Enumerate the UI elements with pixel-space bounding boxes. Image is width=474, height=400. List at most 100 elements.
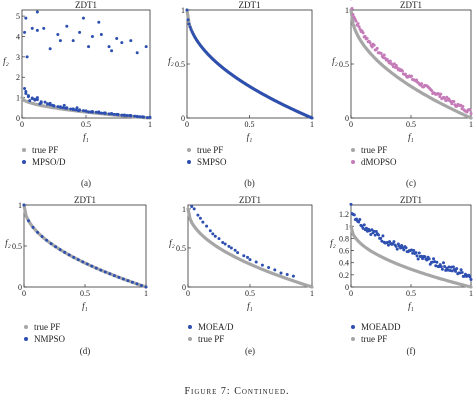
y-axis-label: f₂ xyxy=(332,56,338,66)
data-point xyxy=(370,228,374,232)
data-point xyxy=(120,113,124,117)
data-point xyxy=(229,246,233,250)
data-point xyxy=(90,34,94,38)
data-point xyxy=(67,253,71,257)
x-tick-label: 1 xyxy=(469,289,473,298)
data-point xyxy=(246,255,250,259)
data-point xyxy=(417,251,421,255)
data-point xyxy=(468,275,472,279)
y-tick-label: 0 xyxy=(181,114,185,123)
y-tick-label: 1 xyxy=(16,94,20,103)
data-point xyxy=(190,205,194,209)
data-point xyxy=(460,270,464,274)
figure-panels: ZDT1 0 0.5 1 0 1 2 3 4 5 f₁ f₂ true PF MPSO/D (a) ZDT1 0… xyxy=(3,0,473,356)
data-point xyxy=(135,282,139,286)
data-point xyxy=(447,265,451,269)
data-point xyxy=(25,55,29,59)
x-tick-label: 0 xyxy=(186,289,190,298)
legend-label: MPSO/D xyxy=(32,157,66,167)
data-point xyxy=(414,251,418,255)
y-tick-label: 0.4 xyxy=(339,259,349,268)
data-point xyxy=(404,246,408,250)
legend-marker xyxy=(22,160,26,164)
data-point xyxy=(386,243,390,247)
x-tick-label: 0.5 xyxy=(80,289,90,298)
data-point xyxy=(198,216,202,220)
plot-frame xyxy=(350,204,472,288)
data-point xyxy=(24,92,28,96)
data-point xyxy=(99,268,103,272)
data-point xyxy=(349,202,353,206)
data-point xyxy=(46,102,50,106)
y-tick-label: 0.5 xyxy=(175,60,185,69)
data-point xyxy=(364,226,368,230)
data-point xyxy=(439,92,443,96)
data-point xyxy=(144,45,148,49)
data-point xyxy=(125,114,129,118)
data-point xyxy=(425,258,429,262)
y-tick-label: 1 xyxy=(181,6,185,15)
data-point xyxy=(374,229,378,233)
data-point xyxy=(355,217,359,221)
y-tick-label: 0 xyxy=(18,283,22,292)
data-point xyxy=(469,111,473,115)
data-point xyxy=(380,239,384,243)
data-point xyxy=(117,275,121,279)
data-point xyxy=(279,271,283,275)
data-point xyxy=(81,109,85,113)
chart-panel: ZDT1 0 0.5 1 0 0.5 1 f₁ f₂ MOEA/D true PF (e) xyxy=(169,195,314,356)
data-point xyxy=(90,264,94,268)
data-point xyxy=(63,250,67,254)
y-axis-label: f₂ xyxy=(330,238,336,248)
y-tick-label: 1.2 xyxy=(339,210,349,219)
data-point xyxy=(188,25,192,29)
data-point xyxy=(396,242,400,246)
data-point xyxy=(97,20,101,24)
data-point xyxy=(267,265,271,269)
chart-panel: ZDT1 0 0.5 1 0 0.5 1 f₁ f₂ true PF dMOPSO (c) xyxy=(332,0,473,188)
data-point xyxy=(22,203,26,207)
x-axis-label: f₁ xyxy=(247,301,253,311)
chart-title: ZDT1 xyxy=(74,195,96,205)
data-point xyxy=(99,111,103,115)
data-point xyxy=(377,233,381,237)
data-point xyxy=(115,112,119,116)
data-point xyxy=(74,108,78,112)
data-point xyxy=(395,247,399,251)
series-line xyxy=(185,8,314,120)
data-point xyxy=(72,255,76,259)
y-tick-label: 0 xyxy=(345,114,349,123)
data-point xyxy=(361,226,365,230)
data-point xyxy=(373,233,377,237)
chart-title: ZDT1 xyxy=(75,0,97,10)
data-point xyxy=(217,237,221,241)
y-tick-label: 0 xyxy=(16,114,20,123)
legend-label: true PF xyxy=(34,322,60,332)
legend-label: true PF xyxy=(198,334,224,344)
data-point xyxy=(186,18,190,22)
data-point xyxy=(30,26,34,30)
data-point xyxy=(459,268,463,272)
data-point xyxy=(356,22,360,26)
data-point xyxy=(45,238,49,242)
data-point xyxy=(400,69,404,73)
data-point xyxy=(133,114,137,118)
y-tick-label: 0.6 xyxy=(339,247,349,256)
data-point xyxy=(43,100,47,104)
data-point xyxy=(120,41,124,45)
y-axis-label: f₂ xyxy=(3,56,9,66)
data-point xyxy=(435,260,439,264)
data-point xyxy=(350,6,354,10)
y-tick-label: 5 xyxy=(16,12,20,21)
data-point xyxy=(49,242,53,246)
legend-marker xyxy=(351,160,355,164)
data-point xyxy=(110,112,114,116)
data-point xyxy=(36,230,40,234)
data-point xyxy=(451,265,455,269)
data-point xyxy=(227,244,231,248)
data-point xyxy=(392,62,396,66)
data-point xyxy=(468,108,472,112)
data-point xyxy=(388,59,392,63)
data-point xyxy=(394,63,398,67)
data-point xyxy=(362,223,366,227)
